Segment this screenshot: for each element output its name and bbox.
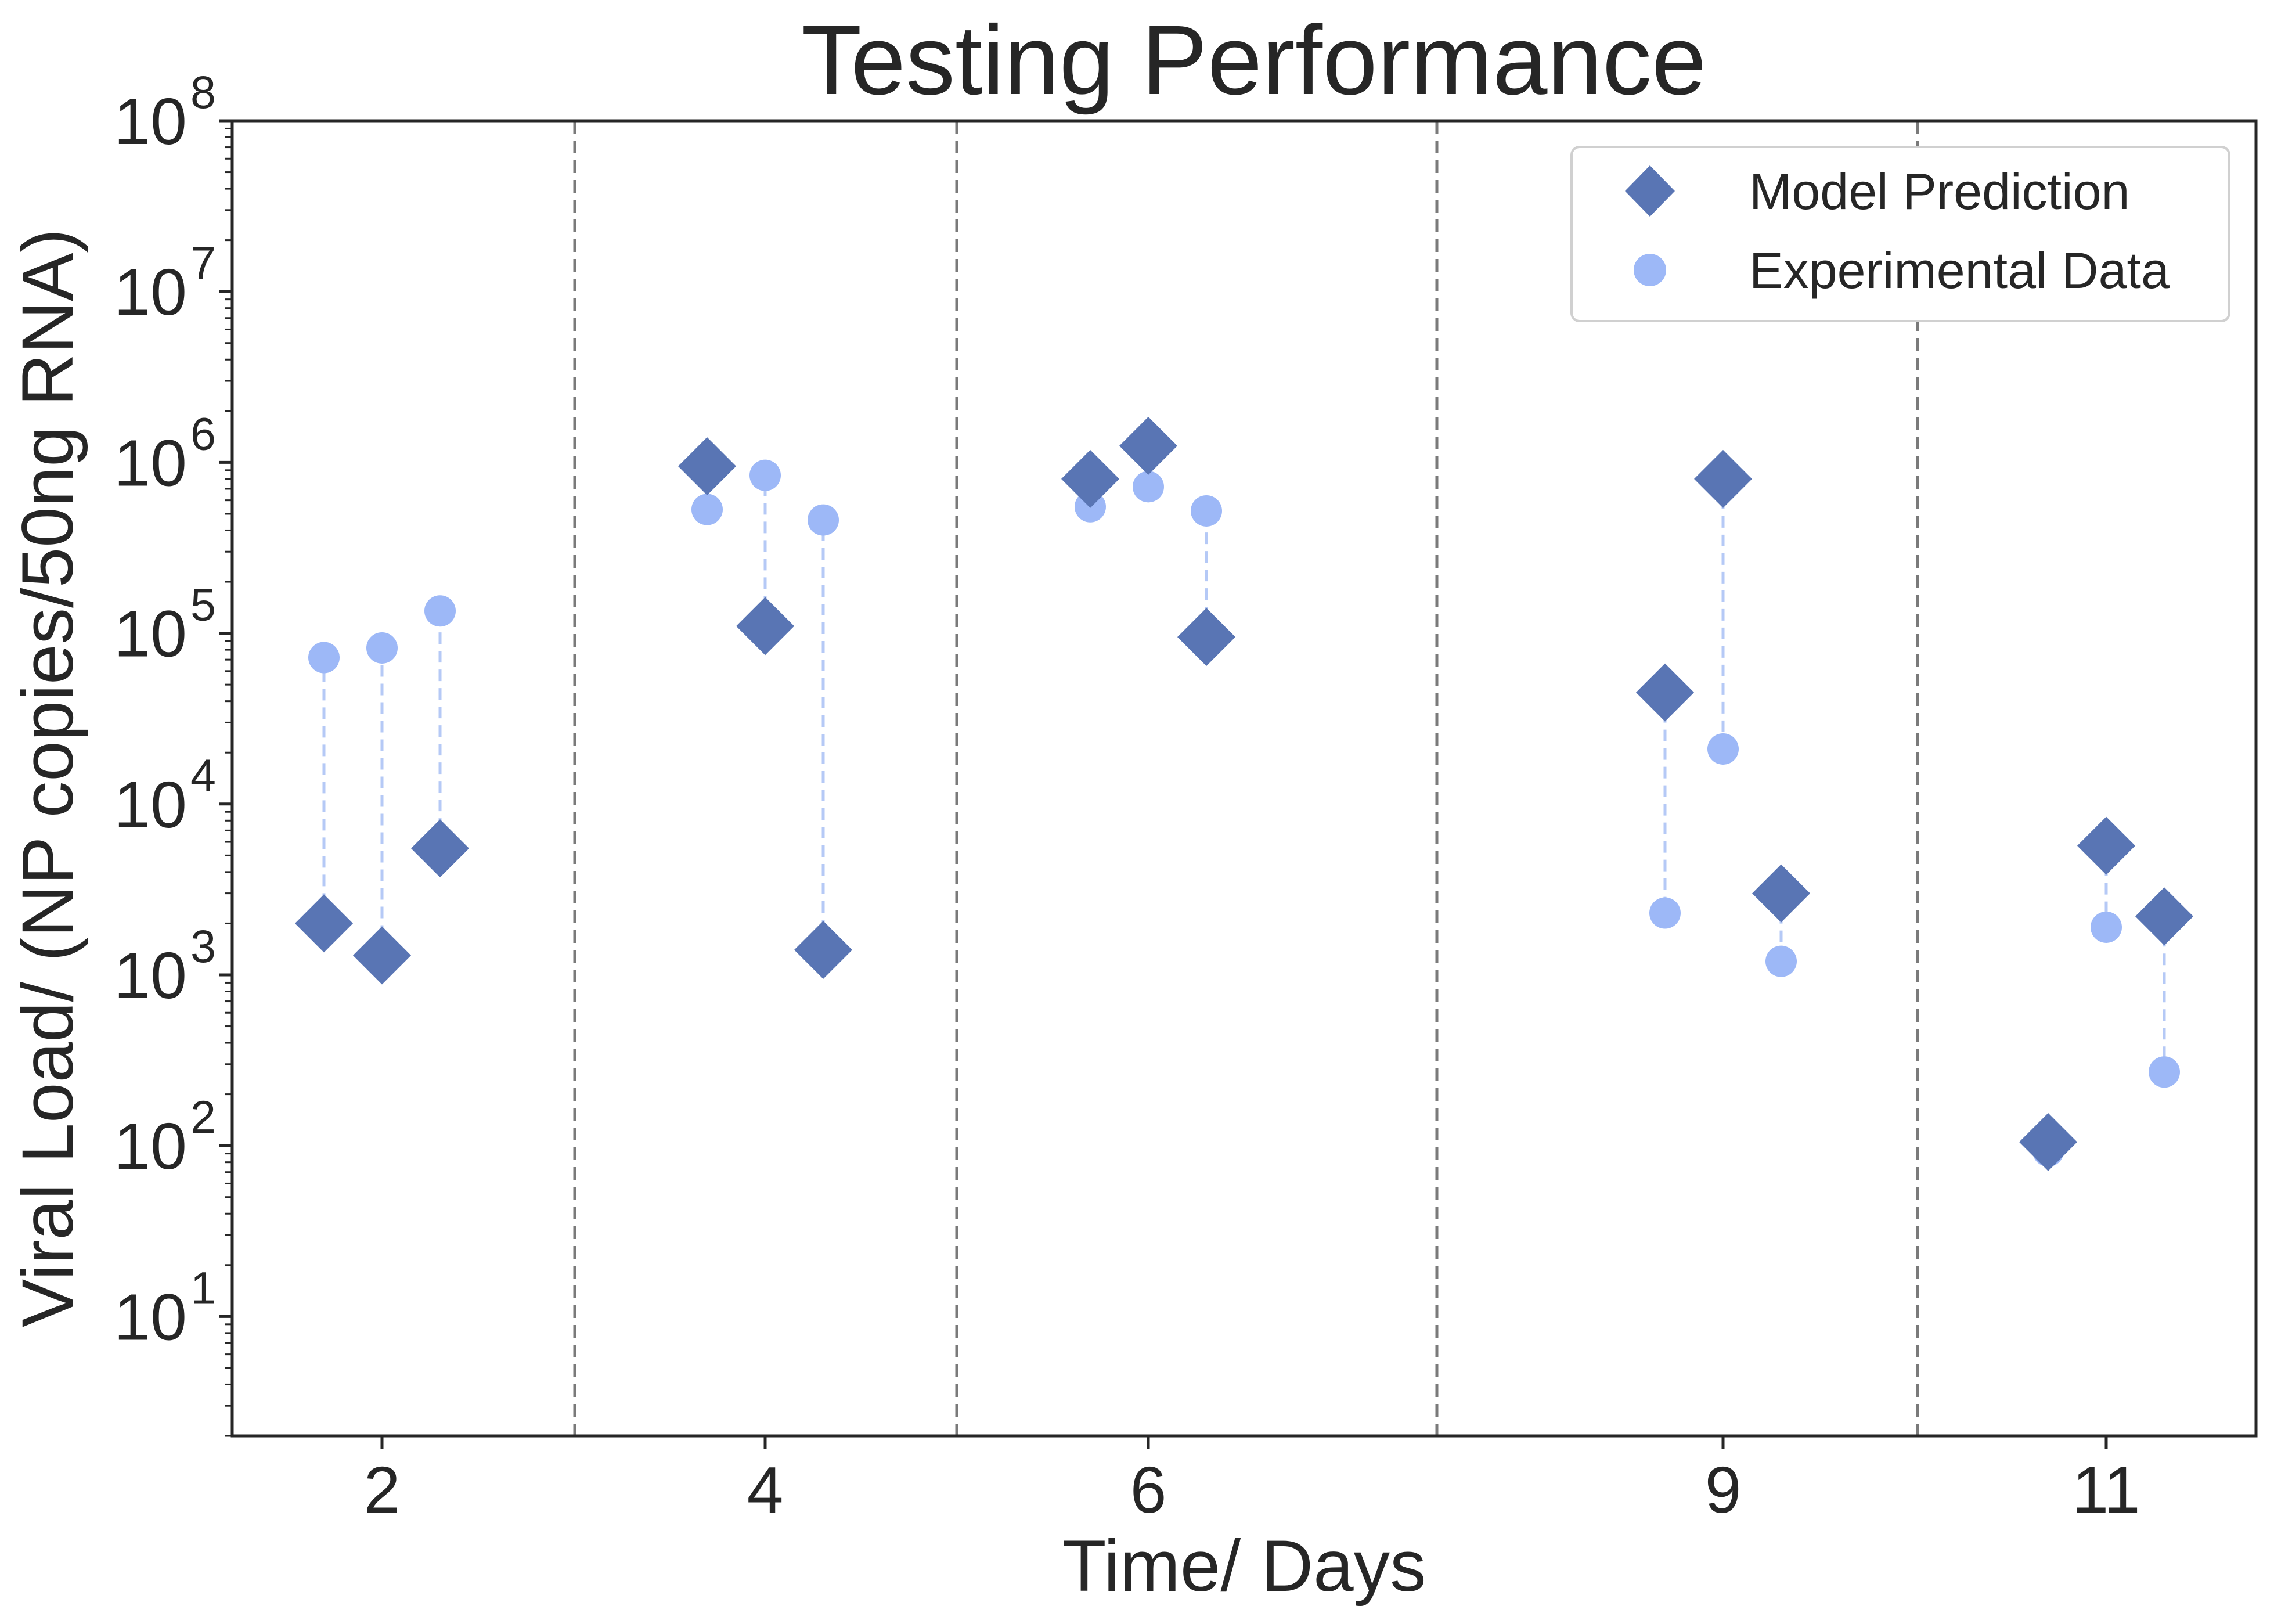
model-point-day11-2	[2077, 816, 2135, 875]
y-tick-exponent: 3	[190, 920, 216, 972]
experimental-point-day2-3	[424, 595, 456, 627]
experimental-point-day2-1	[308, 642, 340, 674]
model-point-day9-3	[1752, 864, 1810, 923]
model-point-day6-2	[1119, 416, 1177, 475]
model-point-day2-3	[411, 819, 469, 878]
model-point-day9-1	[1636, 663, 1694, 722]
experimental-point-day11-3	[2149, 1056, 2180, 1088]
plot-frame	[230, 119, 2258, 1438]
legend-box	[1570, 146, 2230, 322]
model-point-day4-3	[794, 920, 852, 979]
model-point-day6-3	[1177, 608, 1235, 667]
experimental-point-day9-1	[1649, 897, 1681, 929]
y-tick-exponent: 5	[190, 579, 216, 631]
model-point-day4-2	[736, 597, 794, 656]
model-point-day6-1	[1061, 449, 1119, 508]
x-tick-label: 6	[1130, 1453, 1167, 1526]
experimental-point-day4-2	[749, 459, 781, 491]
experimental-point-day4-3	[808, 504, 839, 536]
model-point-day2-2	[353, 926, 411, 985]
x-tick-label: 9	[1705, 1453, 1742, 1526]
model-point-day2-1	[295, 894, 353, 953]
model-point-day9-2	[1694, 449, 1752, 508]
y-tick-label: 10	[114, 426, 187, 499]
experimental-point-day6-2	[1133, 471, 1164, 503]
experimental-point-day4-1	[691, 494, 723, 525]
y-tick-exponent: 8	[190, 66, 216, 118]
experimental-point-day6-3	[1191, 495, 1222, 527]
experimental-point-day2-2	[366, 632, 398, 664]
legend: Model Prediction Experimental Data	[1570, 146, 2230, 322]
x-tick-label: 2	[364, 1453, 401, 1526]
legend-label-model: Model Prediction	[1749, 163, 2129, 220]
y-tick-exponent: 2	[190, 1091, 216, 1143]
y-tick-label: 10	[114, 939, 187, 1012]
x-tick-label: 4	[747, 1453, 784, 1526]
model-point-day11-3	[2135, 887, 2193, 946]
y-tick-label: 10	[114, 597, 187, 671]
y-tick-exponent: 4	[190, 750, 216, 801]
x-tick-label: 11	[2072, 1453, 2140, 1526]
model-point-day11-1	[2019, 1112, 2077, 1171]
legend-marker-experimental	[1634, 254, 1666, 286]
legend-label-experimental: Experimental Data	[1749, 242, 2170, 299]
y-tick-label: 10	[114, 1280, 187, 1353]
y-tick-label: 10	[114, 1110, 187, 1183]
y-tick-label: 10	[114, 255, 187, 329]
model-point-day4-1	[678, 437, 736, 495]
y-tick-label: 10	[114, 85, 187, 158]
legend-marker-model	[1625, 165, 1675, 217]
experimental-point-day11-2	[2091, 911, 2122, 943]
y-tick-exponent: 1	[190, 1262, 216, 1313]
experimental-point-day9-2	[1707, 733, 1739, 765]
chart-title: Testing Performance	[801, 5, 1706, 116]
y-tick-exponent: 6	[190, 408, 216, 459]
y-tick-exponent: 7	[190, 237, 216, 289]
y-axis-label: Viral Load/ (NP copies/50ng RNA)	[8, 229, 88, 1327]
experimental-point-day9-3	[1765, 945, 1797, 977]
x-axis-label: Time/ Days	[1062, 1526, 1426, 1607]
y-tick-label: 10	[114, 768, 187, 841]
